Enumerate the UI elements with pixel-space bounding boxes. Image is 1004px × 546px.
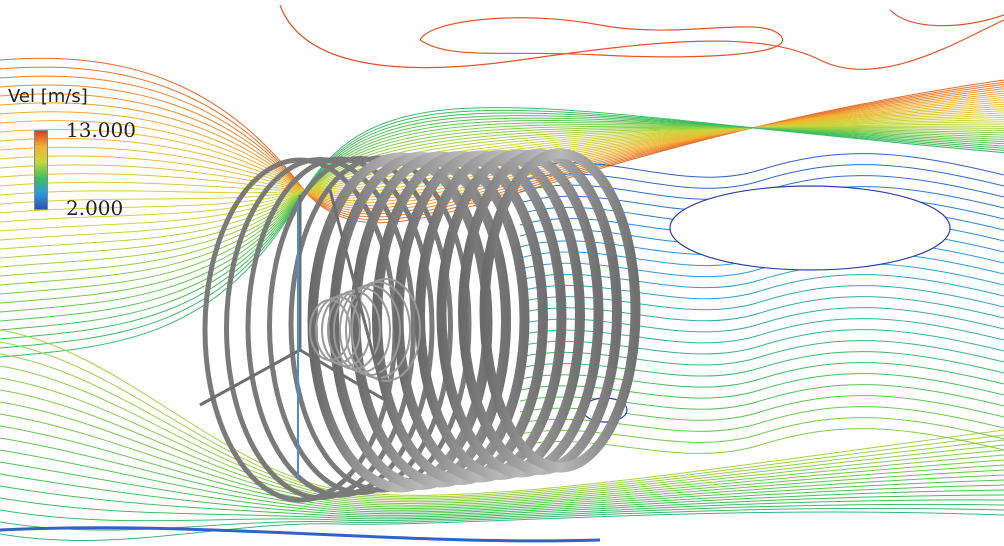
- contour-line: [0, 401, 1004, 506]
- hub-vortex: [351, 278, 421, 382]
- contour-line: [419, 17, 783, 58]
- contour-line: [0, 110, 1004, 192]
- contour-line: [0, 473, 1004, 516]
- contour-line: [0, 353, 1004, 500]
- contour-line: [519, 373, 1004, 399]
- legend-min-label: 2.000: [66, 196, 124, 220]
- wake-bubble-upper: [669, 185, 951, 271]
- contour-line: [0, 112, 1004, 196]
- hub-vortex: [321, 293, 371, 367]
- contour-line: [519, 285, 1004, 311]
- contour-line: [0, 112, 1004, 340]
- contour-line: [0, 108, 1004, 192]
- contour-line: [0, 425, 1004, 510]
- contour-line: [0, 507, 1004, 531]
- lower-contour-lines: [0, 329, 1004, 543]
- contour-line: [519, 318, 1004, 344]
- contour-line: [279, 4, 1004, 70]
- contour-line: [0, 105, 1004, 193]
- contour-line: [0, 437, 1004, 511]
- legend-title: Vel [m/s]: [8, 86, 88, 107]
- contour-line: [0, 485, 1004, 518]
- vortex-ring: [245, 156, 435, 498]
- contour-line: [889, 9, 1004, 27]
- vortex-ring: [224, 157, 416, 500]
- contour-line: [0, 377, 1004, 503]
- contour-line: [519, 296, 1004, 322]
- contour-line: [0, 107, 1004, 358]
- contour-line: [0, 511, 1004, 541]
- contour-line: [0, 413, 1004, 508]
- contour-line: [0, 103, 1004, 195]
- vortex-ring: [267, 156, 453, 495]
- contour-line: [0, 461, 1004, 515]
- contour-line: [519, 307, 1004, 333]
- rotor-blades: [199, 189, 387, 480]
- contour-line: [0, 125, 1004, 250]
- vortex-ring: [479, 148, 641, 473]
- velocity-legend: Vel [m/s] 13.000 2.000: [8, 86, 178, 226]
- contour-line: [0, 526, 601, 543]
- tip-vortex-rings: [202, 148, 641, 503]
- contour-line: [0, 503, 1004, 522]
- contour-line: [0, 341, 1004, 498]
- contour-line: [0, 389, 1004, 505]
- contour-line: [0, 365, 1004, 501]
- legend-colorbar: [34, 130, 48, 210]
- legend-max-label: 13.000: [66, 118, 136, 142]
- contour-line: [0, 115, 1004, 331]
- contour-line: [0, 449, 1004, 513]
- contour-line: [0, 497, 1004, 520]
